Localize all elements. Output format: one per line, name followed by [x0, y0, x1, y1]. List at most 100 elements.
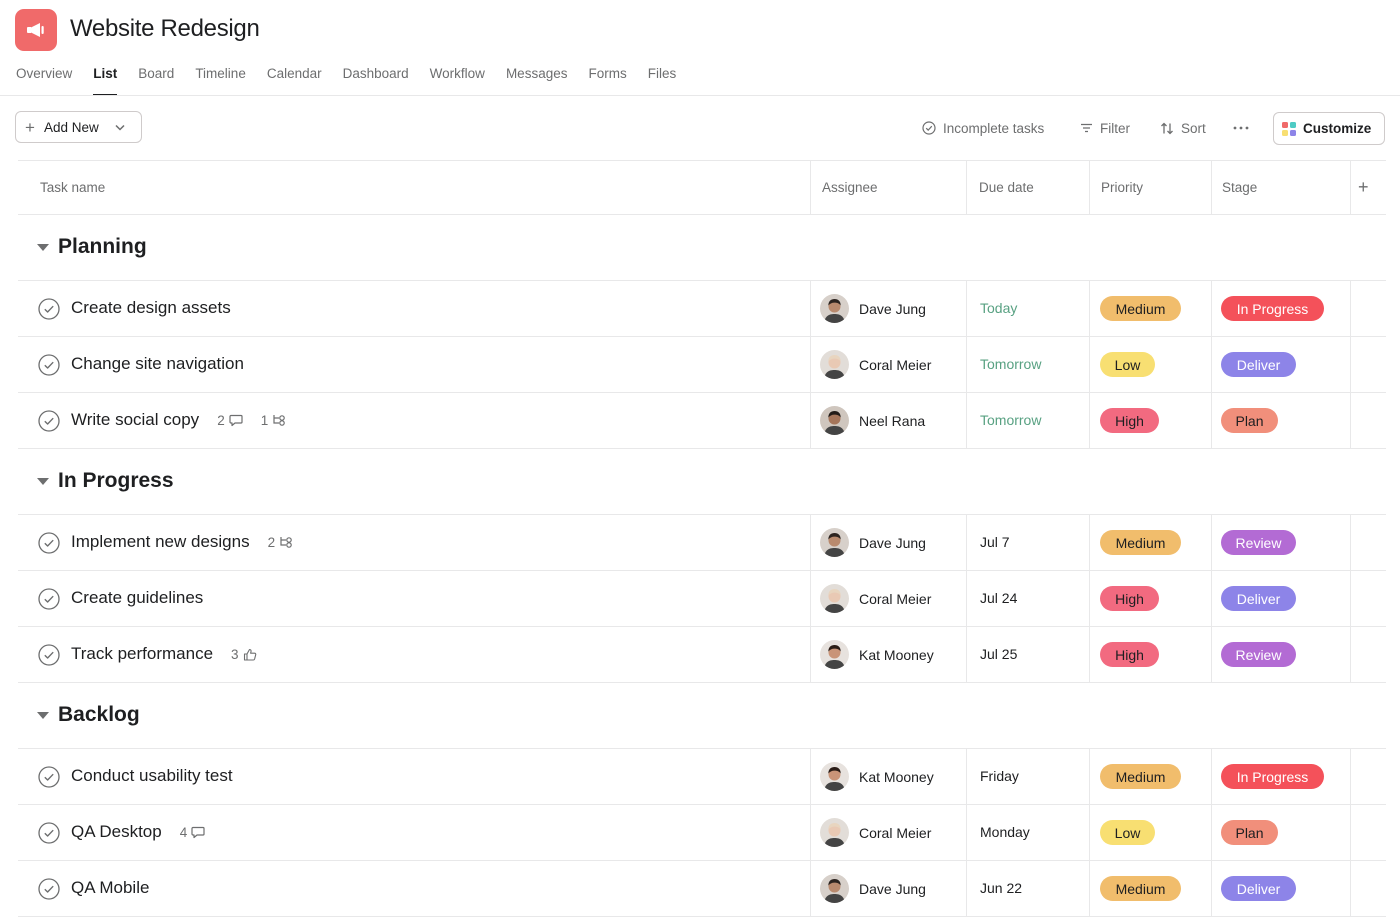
priority-badge[interactable]: High [1100, 408, 1159, 433]
assignee-cell[interactable]: Coral Meier [820, 350, 931, 379]
task-row[interactable]: QA Mobile Dave Jung Jun 22 Medium Deliver [18, 861, 1386, 917]
task-name[interactable]: Create design assets [71, 298, 231, 318]
priority-badge[interactable]: Medium [1100, 764, 1181, 789]
comment-count[interactable]: 2 [217, 413, 243, 428]
tab-workflow[interactable]: Workflow [429, 66, 485, 81]
subtask-count[interactable]: 2 [268, 535, 295, 550]
due-date[interactable]: Jun 22 [980, 880, 1023, 896]
assignee-cell[interactable]: Coral Meier [820, 584, 931, 613]
tab-dashboard[interactable]: Dashboard [342, 66, 409, 81]
assignee-cell[interactable]: Dave Jung [820, 874, 926, 903]
stage-badge[interactable]: In Progress [1221, 296, 1324, 321]
caret-down-icon[interactable] [37, 712, 49, 719]
tab-calendar[interactable]: Calendar [266, 66, 322, 81]
column-header-task[interactable]: Task name [40, 180, 106, 195]
assignee-cell[interactable]: Neel Rana [820, 406, 925, 435]
stage-badge[interactable]: Plan [1221, 820, 1278, 845]
due-date[interactable]: Monday [980, 824, 1030, 840]
task-name[interactable]: Change site navigation [71, 354, 244, 374]
priority-badge[interactable]: Medium [1100, 296, 1181, 321]
complete-check-icon[interactable] [38, 410, 60, 432]
priority-badge[interactable]: Medium [1100, 530, 1181, 555]
caret-down-icon[interactable] [37, 478, 49, 485]
filter-button[interactable]: Filter [1080, 118, 1130, 138]
column-header-stage[interactable]: Stage [1222, 180, 1258, 195]
add-new-button[interactable]: + Add New [15, 111, 142, 143]
subtask-count[interactable]: 1 [261, 413, 288, 428]
stage-badge[interactable]: Review [1221, 642, 1296, 667]
complete-check-icon[interactable] [38, 532, 60, 554]
due-date[interactable]: Friday [980, 768, 1019, 784]
tab-timeline[interactable]: Timeline [195, 66, 246, 81]
task-name[interactable]: QA Desktop 4 [71, 822, 205, 842]
task-name[interactable]: Track performance 3 [71, 644, 257, 664]
tab-list[interactable]: List [93, 66, 118, 96]
task-row[interactable]: Change site navigation Coral Meier Tomorro… [18, 337, 1386, 393]
complete-check-icon[interactable] [38, 644, 60, 666]
tab-board[interactable]: Board [138, 66, 175, 81]
customize-button[interactable]: Customize [1273, 112, 1385, 145]
stage-badge[interactable]: Deliver [1221, 352, 1296, 377]
stage-badge[interactable]: In Progress [1221, 764, 1324, 789]
tab-files[interactable]: Files [647, 66, 677, 81]
complete-check-icon[interactable] [38, 822, 60, 844]
tab-forms[interactable]: Forms [588, 66, 627, 81]
due-date[interactable]: Tomorrow [980, 356, 1042, 372]
task-row[interactable]: Create design assets Dave Jung Today Medium… [18, 281, 1386, 337]
due-date[interactable]: Jul 25 [980, 646, 1018, 662]
task-row[interactable]: Create guidelines Coral Meier Jul 24 High De… [18, 571, 1386, 627]
priority-badge[interactable]: High [1100, 586, 1159, 611]
due-date[interactable]: Tomorrow [980, 412, 1042, 428]
tab-overview[interactable]: Overview [16, 66, 73, 81]
like-count[interactable]: 3 [231, 647, 257, 662]
task-name-text: Conduct usability test [71, 766, 233, 785]
more-options-button[interactable] [1233, 118, 1256, 138]
column-header-due-date[interactable]: Due date [979, 180, 1034, 195]
stage-badge[interactable]: Deliver [1221, 586, 1296, 611]
section-title[interactable]: In Progress [58, 469, 174, 492]
task-name[interactable]: Conduct usability test [71, 766, 233, 786]
sort-button[interactable]: Sort [1160, 118, 1206, 138]
task-row[interactable]: Implement new designs 2 Dave Jung Jul 7 Medi… [18, 515, 1386, 571]
comment-count[interactable]: 4 [180, 825, 206, 840]
stage-badge[interactable]: Review [1221, 530, 1296, 555]
complete-check-icon[interactable] [38, 878, 60, 900]
assignee-cell[interactable]: Dave Jung [820, 528, 926, 557]
complete-check-icon[interactable] [38, 766, 60, 788]
due-date[interactable]: Jul 7 [980, 534, 1010, 550]
complete-check-icon[interactable] [38, 588, 60, 610]
due-date[interactable]: Today [980, 300, 1018, 316]
section-title[interactable]: Planning [58, 235, 147, 258]
task-row[interactable]: Track performance 3 Kat Mooney Jul 25 High Re… [18, 627, 1386, 683]
caret-down-icon[interactable] [37, 244, 49, 251]
project-icon[interactable] [15, 9, 57, 51]
task-row[interactable]: Write social copy 2 1 Neel Rana Tomorrow High… [18, 393, 1386, 449]
section-title[interactable]: Backlog [58, 703, 140, 726]
stage-badge[interactable]: Deliver [1221, 876, 1296, 901]
add-column-plus-icon[interactable]: + [1358, 177, 1369, 197]
avatar [820, 762, 849, 791]
column-header-assignee[interactable]: Assignee [822, 180, 878, 195]
task-row[interactable]: Conduct usability test Kat Mooney Friday Me… [18, 749, 1386, 805]
tab-messages[interactable]: Messages [505, 66, 568, 81]
incomplete-tasks-filter[interactable]: Incomplete tasks [922, 118, 1044, 138]
task-name[interactable]: Write social copy 2 1 [71, 410, 287, 430]
assignee-cell[interactable]: Dave Jung [820, 294, 926, 323]
complete-check-icon[interactable] [38, 298, 60, 320]
task-name[interactable]: Create guidelines [71, 588, 203, 608]
task-name[interactable]: Implement new designs 2 [71, 532, 294, 552]
complete-check-icon[interactable] [38, 354, 60, 376]
due-date[interactable]: Jul 24 [980, 590, 1018, 606]
priority-badge[interactable]: Low [1100, 820, 1155, 845]
assignee-cell[interactable]: Kat Mooney [820, 640, 934, 669]
filter-icon [1081, 123, 1092, 133]
stage-badge[interactable]: Plan [1221, 408, 1278, 433]
priority-badge[interactable]: Low [1100, 352, 1155, 377]
priority-badge[interactable]: High [1100, 642, 1159, 667]
task-row[interactable]: QA Desktop 4 Coral Meier Monday Low Plan [18, 805, 1386, 861]
column-header-priority[interactable]: Priority [1101, 180, 1144, 195]
assignee-cell[interactable]: Kat Mooney [820, 762, 934, 791]
priority-badge[interactable]: Medium [1100, 876, 1181, 901]
assignee-cell[interactable]: Coral Meier [820, 818, 931, 847]
task-name[interactable]: QA Mobile [71, 878, 149, 898]
